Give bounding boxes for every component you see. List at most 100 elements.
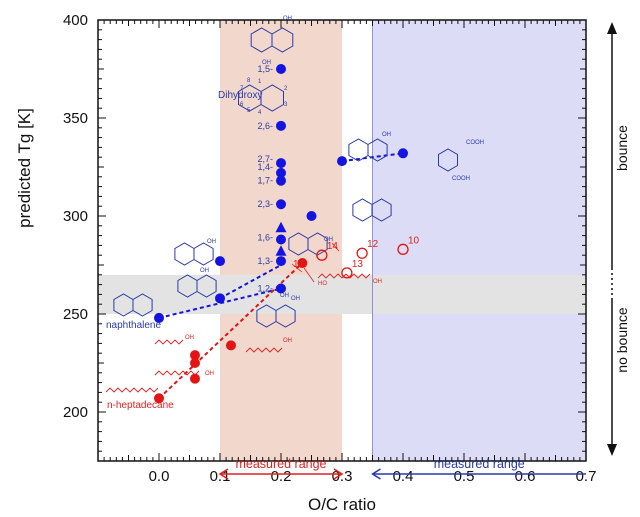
chain-acid: [245, 347, 283, 353]
point-label-14: 14: [327, 241, 339, 252]
tick-layer: 0.0 0.1 0.2 0.3 0.4 0.5 0.6 0.7 200 250 300 350 400: [63, 12, 596, 485]
mol-1-5-dihydroxy: [250, 27, 294, 53]
region-2: [98, 274, 586, 314]
point-measured-compounds-0: [316, 249, 328, 261]
ring-number-1: 1: [258, 79, 262, 85]
atom-label-9: OH: [291, 296, 300, 302]
atom-label-14: OH: [373, 279, 382, 285]
atom-label-4: COOH: [452, 176, 470, 182]
x-tick-label: 0.5: [454, 468, 475, 485]
point-aromatic-6: [275, 245, 287, 256]
mol-dihydroxy-numbered-ring-b: [260, 84, 284, 112]
range-label-large: measured range: [434, 457, 525, 471]
mol-naphthoquinone-a: [348, 138, 388, 162]
mol-1-naphthol: [177, 274, 217, 298]
position-label-2: 2,7-: [257, 154, 273, 164]
y-axis-label: predicted Tg [K]: [15, 108, 34, 228]
y-tick-label: 200: [63, 404, 88, 421]
point-aromatic-16: [398, 148, 408, 159]
point-aliphatic-2: [189, 358, 200, 368]
point-aliphatic-4: [225, 340, 236, 351]
point-aromatic-7: [275, 221, 287, 233]
mol-benzene-acid: [438, 148, 458, 172]
arrow-16: [303, 267, 315, 283]
trend-line-1: [219, 264, 282, 300]
ring-number-4: 4: [258, 110, 262, 116]
naphthalene-label: naphthalene: [106, 320, 161, 331]
ring-number-7: 7: [240, 86, 244, 92]
region-layer: [98, 20, 586, 461]
position-label-4: 1,7-: [257, 176, 273, 186]
point-aliphatic-3: [189, 350, 200, 361]
mol-1-5-dihydroxy-ring-b: [271, 27, 294, 53]
position-label-5: 2,3-: [257, 199, 273, 209]
no-bounce-label: no bounce: [614, 307, 630, 373]
mol-naphthoquinone-c: [352, 198, 392, 222]
bounce-label: bounce: [614, 125, 630, 171]
y-tick-label: 350: [63, 110, 88, 127]
trend-line-2: [341, 152, 404, 163]
x-axis-label: O/C ratio: [308, 495, 376, 514]
position-label-1: 2,6-: [257, 121, 273, 131]
chain-alcohol: [154, 339, 184, 345]
point-aromatic-9: [276, 175, 286, 186]
atom-label-1: OH: [262, 60, 271, 66]
mol-1-2-dihydroxy-ring-b: [275, 304, 296, 328]
point-label-13: 13: [352, 259, 364, 270]
point-aromatic-10: [276, 167, 286, 178]
point-aliphatic-0: [154, 393, 164, 404]
position-label-8: 1,2-: [257, 284, 273, 294]
point-aromatic-1: [215, 293, 225, 304]
ring-number-8: 8: [247, 78, 251, 84]
y-tick-label: 400: [63, 12, 88, 29]
point-aliphatic-5: [297, 258, 308, 269]
atom-label-11: OH: [283, 338, 292, 344]
point-aliphatic-1: [189, 373, 200, 384]
point-aromatic-11: [276, 158, 286, 169]
atom-label-5: OH: [324, 237, 333, 243]
point-aromatic-12: [276, 120, 286, 131]
atom-label-3: COOH: [466, 140, 484, 146]
point-aromatic-0: [154, 312, 164, 323]
position-label-6: 1,6-: [257, 233, 273, 243]
mol-naphthoquinone-c-ring-a: [352, 198, 373, 222]
point-aromatic-15: [337, 156, 347, 167]
arrow-14: [331, 242, 340, 252]
x-tick-label: 0.6: [515, 468, 536, 485]
mol-naphthalene: [113, 293, 153, 317]
atom-label-7: OH: [200, 268, 209, 274]
chain-diacid: [317, 273, 371, 279]
x-tick-label: 0.3: [332, 468, 353, 485]
range-label-aromatic: measured range: [235, 457, 326, 471]
arrow-17: [291, 263, 303, 273]
mol-naphthalene-ring-b: [132, 293, 153, 317]
annotation-layer: 1,5- 2,6- 2,7-1,4- 1,7- 2,3- 1,6- 1,3- 1,2-: [218, 22, 617, 480]
point-aromatic-2: [215, 256, 225, 267]
ring-number-5: 5: [247, 108, 251, 114]
atom-label-2: OH: [382, 132, 391, 138]
atom-label-0: OH: [283, 16, 292, 22]
no-bounce-arrowhead: [607, 444, 617, 456]
point-label-12: 12: [367, 239, 379, 250]
mol-2-naphthol-ring-b: [193, 242, 214, 266]
point-aromatic-8: [276, 199, 286, 210]
mol-2-naphthol: [174, 242, 214, 266]
mol-naphthoquinone-a-ring-a: [348, 138, 369, 162]
label-17: 17: [293, 259, 305, 270]
chain-heptadecane: [105, 387, 159, 393]
range-arrowhead-right-0: [333, 468, 344, 480]
range-arrowhead-left-0: [218, 468, 229, 480]
atom-label-13: HO: [318, 281, 327, 287]
bounce-arrowhead: [607, 22, 617, 34]
region-1: [372, 20, 586, 461]
point-aromatic-14: [306, 211, 317, 221]
point-measured-compounds-3: [397, 243, 409, 255]
point-aromatic-4: [276, 256, 286, 267]
point-aromatic-3: [276, 283, 286, 294]
range-arrowhead-left-1: [371, 468, 381, 480]
point-measured-compounds-2: [356, 247, 368, 259]
mol-1-naphthol-ring-b: [196, 274, 217, 298]
point-measured-compounds-1: [341, 267, 353, 279]
chain-aldehyde: [154, 370, 200, 376]
